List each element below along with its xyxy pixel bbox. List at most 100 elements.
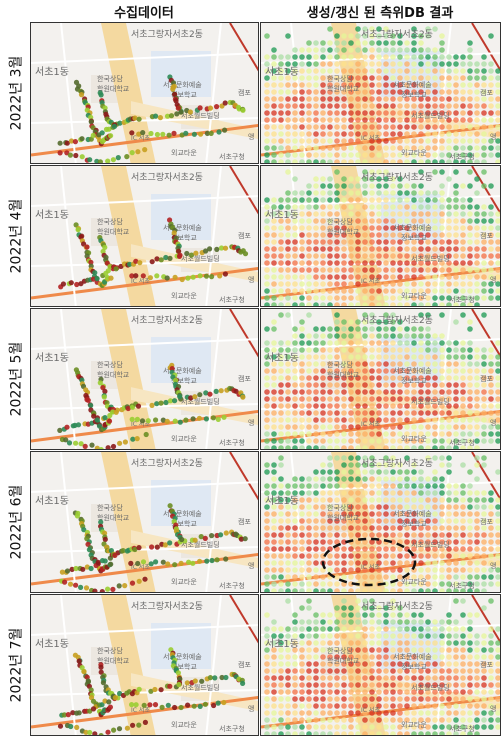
db-cell <box>495 68 500 74</box>
db-cell <box>446 438 452 444</box>
db-cell <box>467 267 473 273</box>
track-point <box>105 268 111 274</box>
db-cell <box>341 382 347 388</box>
db-cell <box>264 82 270 88</box>
db-cell <box>467 225 473 231</box>
school-label-3: 서초문화예술 <box>163 80 202 89</box>
db-cell <box>453 117 459 123</box>
db-cell <box>264 361 270 367</box>
db-cell <box>383 424 389 430</box>
db-cell <box>348 382 354 388</box>
db-cell <box>341 232 347 238</box>
db-cell <box>376 588 382 592</box>
db-cell <box>285 68 291 74</box>
db-cell <box>341 159 347 163</box>
db-cell <box>425 731 431 735</box>
track-point <box>98 447 104 449</box>
db-cell <box>425 417 431 423</box>
db-cell <box>425 232 431 238</box>
db-cell <box>348 731 354 735</box>
track-point <box>143 431 149 438</box>
db-cell <box>334 190 340 196</box>
db-cell <box>313 326 319 332</box>
db-cell <box>397 532 403 538</box>
db-cell <box>474 347 480 353</box>
db-cell <box>292 225 298 231</box>
db-cell <box>355 588 361 592</box>
db-cell <box>446 361 452 367</box>
db-cell <box>460 159 466 163</box>
db-cell <box>376 260 382 266</box>
db-cell <box>306 497 312 503</box>
db-cell <box>453 211 459 217</box>
db-cell <box>376 654 382 660</box>
track-point <box>186 559 192 565</box>
db-cell <box>404 75 410 81</box>
db-cell <box>446 731 452 735</box>
db-cell <box>348 389 354 395</box>
track-point <box>222 127 228 133</box>
db-cell <box>467 654 473 660</box>
db-cell <box>355 647 361 653</box>
db-cell <box>313 382 319 388</box>
db-cell <box>439 382 445 388</box>
db-cell <box>460 574 466 580</box>
track-point <box>184 680 190 686</box>
orange-road <box>31 266 258 300</box>
db-cell <box>467 469 473 475</box>
db-cell <box>453 483 459 489</box>
db-cell <box>264 340 270 346</box>
db-cell <box>376 696 382 702</box>
db-cell <box>404 326 410 332</box>
db-cell <box>411 274 417 280</box>
db-cell <box>313 204 319 210</box>
db-cell <box>418 553 424 559</box>
db-cell <box>334 654 340 660</box>
track-point <box>95 559 101 565</box>
db-cell <box>320 581 326 587</box>
db-cell <box>334 511 340 517</box>
db-cell <box>383 26 389 32</box>
db-cell <box>271 560 277 566</box>
db-cell <box>467 539 473 545</box>
db-cell <box>467 490 473 496</box>
db-cell <box>320 295 326 301</box>
db-cell <box>292 159 298 163</box>
db-cell <box>285 138 291 144</box>
db-cell <box>306 696 312 702</box>
db-cell <box>481 717 487 723</box>
db-cell <box>411 267 417 273</box>
db-cell <box>488 696 494 702</box>
db-cell <box>327 469 333 475</box>
db-cell <box>439 511 445 517</box>
db-cell <box>383 445 389 449</box>
db-cell <box>432 204 438 210</box>
db-cell <box>460 703 466 709</box>
db-cell <box>271 232 277 238</box>
db-cell <box>362 525 368 531</box>
db-cell <box>327 110 333 116</box>
db-cell <box>404 490 410 496</box>
school-block <box>151 51 211 97</box>
db-cell <box>320 518 326 524</box>
db-cell <box>376 525 382 531</box>
db-cell <box>439 497 445 503</box>
db-cell <box>488 225 494 231</box>
interchange-label: IC 서초 <box>131 277 150 285</box>
db-cell <box>453 82 459 88</box>
db-cell <box>306 410 312 416</box>
db-cell <box>341 54 347 60</box>
db-cell <box>362 518 368 524</box>
db-cell <box>341 295 347 301</box>
db-cell <box>292 333 298 339</box>
db-cell <box>446 717 452 723</box>
db-cell <box>404 539 410 545</box>
db-cell <box>390 389 396 395</box>
db-cell <box>481 225 487 231</box>
db-cell <box>383 347 389 353</box>
db-cell <box>453 145 459 151</box>
db-cell <box>341 598 347 604</box>
db-cell <box>481 532 487 538</box>
db-cell <box>432 633 438 639</box>
db-cell <box>327 288 333 294</box>
